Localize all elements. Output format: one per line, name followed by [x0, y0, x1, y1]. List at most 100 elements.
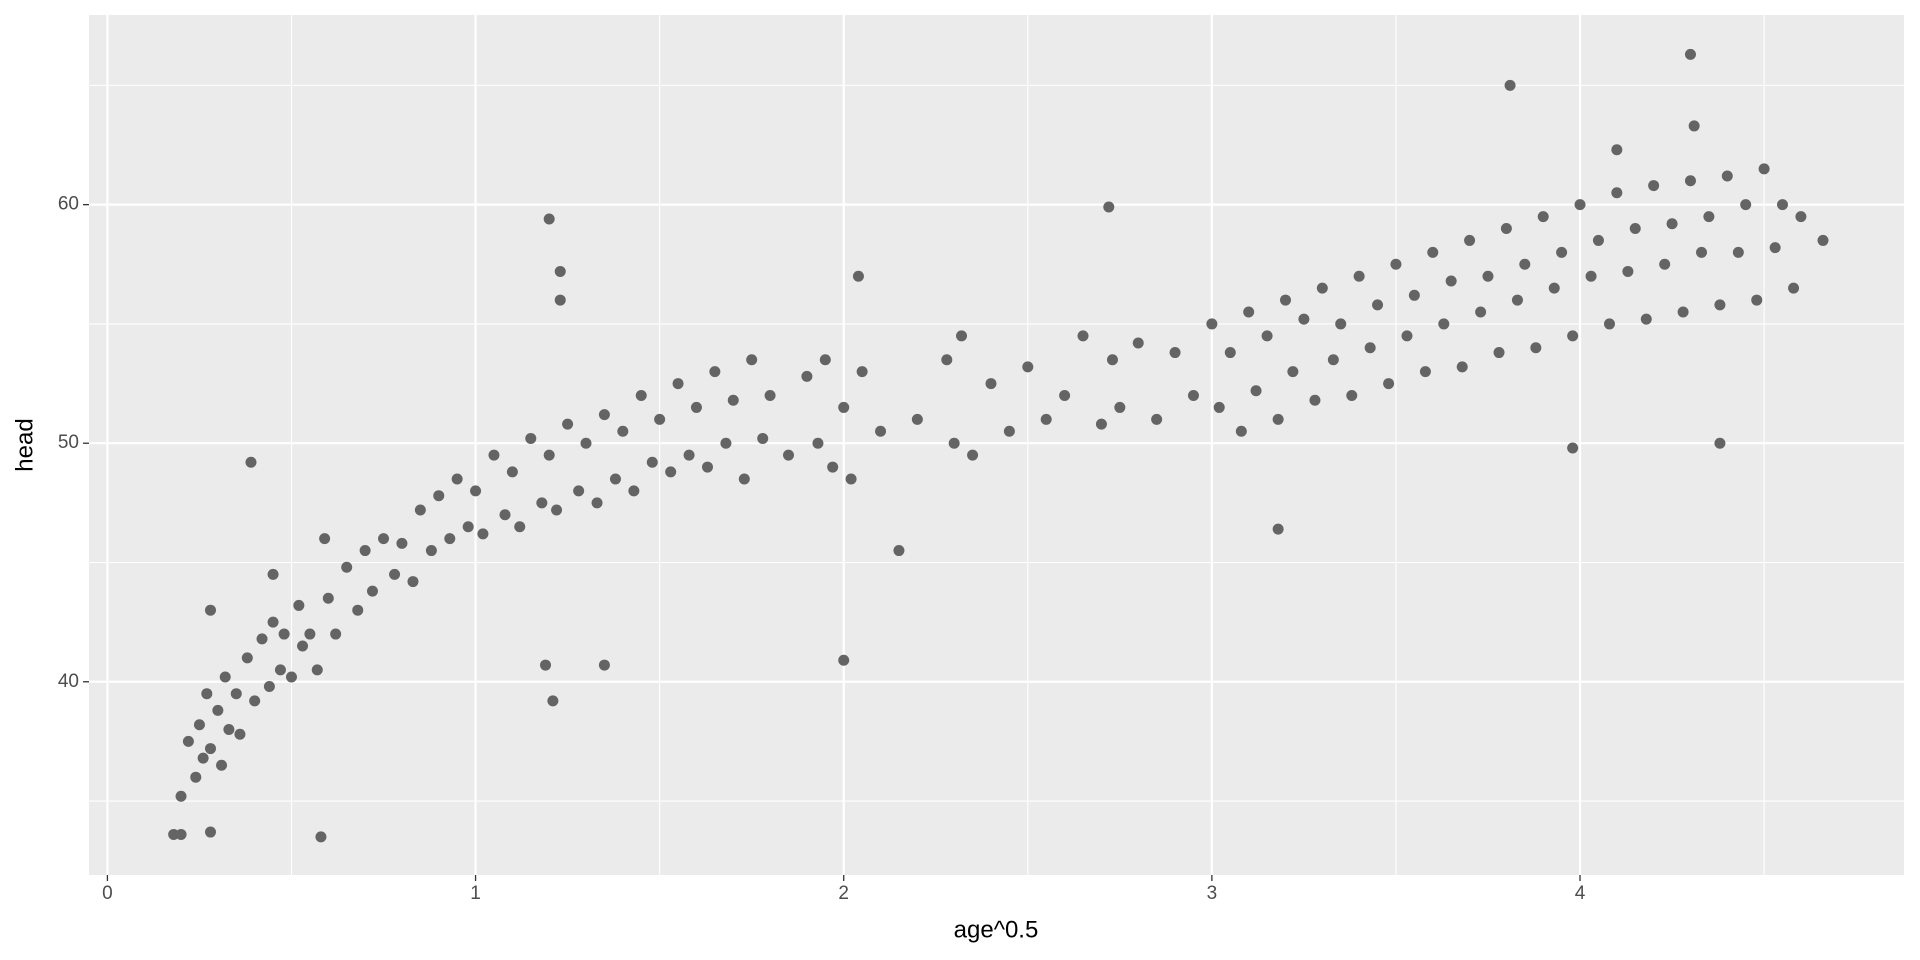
point	[1684, 175, 1696, 187]
point	[1732, 246, 1744, 258]
point	[506, 466, 518, 478]
point	[665, 466, 677, 478]
point	[311, 664, 323, 676]
point	[204, 743, 216, 755]
point	[1346, 389, 1358, 401]
point	[1530, 342, 1542, 354]
point	[1287, 366, 1299, 378]
point	[617, 425, 629, 437]
point	[234, 728, 246, 740]
point	[1022, 361, 1034, 373]
point	[462, 521, 474, 533]
point	[856, 366, 868, 378]
point	[672, 378, 684, 390]
point	[1456, 361, 1468, 373]
point	[274, 664, 286, 676]
point	[985, 378, 997, 390]
point	[1567, 330, 1579, 342]
point	[256, 633, 268, 645]
point	[1603, 318, 1615, 330]
point	[1493, 347, 1505, 359]
point	[444, 533, 456, 545]
point	[1740, 199, 1752, 211]
point	[1250, 385, 1262, 397]
point	[727, 394, 739, 406]
point	[1206, 318, 1218, 330]
point	[1714, 437, 1726, 449]
point	[1585, 270, 1597, 282]
point	[1298, 313, 1310, 325]
point	[1401, 330, 1413, 342]
point	[1769, 242, 1781, 254]
point	[285, 671, 297, 683]
point	[1327, 354, 1339, 366]
point	[204, 604, 216, 616]
point	[1114, 401, 1126, 413]
point	[1132, 337, 1144, 349]
grid	[89, 15, 1904, 875]
point	[1640, 313, 1652, 325]
point	[451, 473, 463, 485]
point	[1817, 234, 1829, 246]
point	[216, 759, 228, 771]
point	[1519, 258, 1531, 270]
point	[709, 366, 721, 378]
point	[414, 504, 426, 516]
point	[1408, 289, 1420, 301]
point	[1751, 294, 1763, 306]
point	[1511, 294, 1523, 306]
x-tick-label: 2	[838, 883, 849, 904]
point	[1666, 218, 1678, 230]
point	[433, 490, 445, 502]
point	[241, 652, 253, 664]
point	[1629, 223, 1641, 235]
y-tick-label: 40	[58, 671, 79, 692]
point	[941, 354, 953, 366]
point	[838, 654, 850, 666]
point	[1592, 234, 1604, 246]
point	[628, 485, 640, 497]
point	[267, 568, 279, 580]
point	[1721, 170, 1733, 182]
point	[396, 537, 408, 549]
point	[1677, 306, 1689, 318]
point	[1040, 413, 1052, 425]
point	[182, 735, 194, 747]
x-tick-label: 1	[470, 883, 481, 904]
point	[263, 681, 275, 693]
point	[1095, 418, 1107, 430]
point	[304, 628, 316, 640]
point	[746, 354, 758, 366]
point	[1696, 246, 1708, 258]
point	[1272, 413, 1284, 425]
point	[1419, 366, 1431, 378]
point	[562, 418, 574, 430]
point	[543, 449, 555, 461]
point	[1788, 282, 1800, 294]
point	[1688, 120, 1700, 132]
point	[212, 704, 224, 716]
point	[1438, 318, 1450, 330]
point	[1464, 234, 1476, 246]
point	[967, 449, 979, 461]
y-tick-label: 60	[58, 194, 79, 215]
point	[1777, 199, 1789, 211]
point	[175, 790, 187, 802]
point	[477, 528, 489, 540]
point	[1504, 79, 1516, 91]
point	[720, 437, 732, 449]
point	[893, 545, 905, 557]
point	[1500, 223, 1512, 235]
point	[249, 695, 261, 707]
point	[204, 826, 216, 838]
point	[646, 456, 658, 468]
point	[1077, 330, 1089, 342]
point	[635, 389, 647, 401]
point	[1272, 523, 1284, 535]
point	[315, 831, 327, 843]
plot-panel	[89, 15, 1904, 875]
point	[245, 456, 257, 468]
point	[554, 265, 566, 277]
point	[554, 294, 566, 306]
